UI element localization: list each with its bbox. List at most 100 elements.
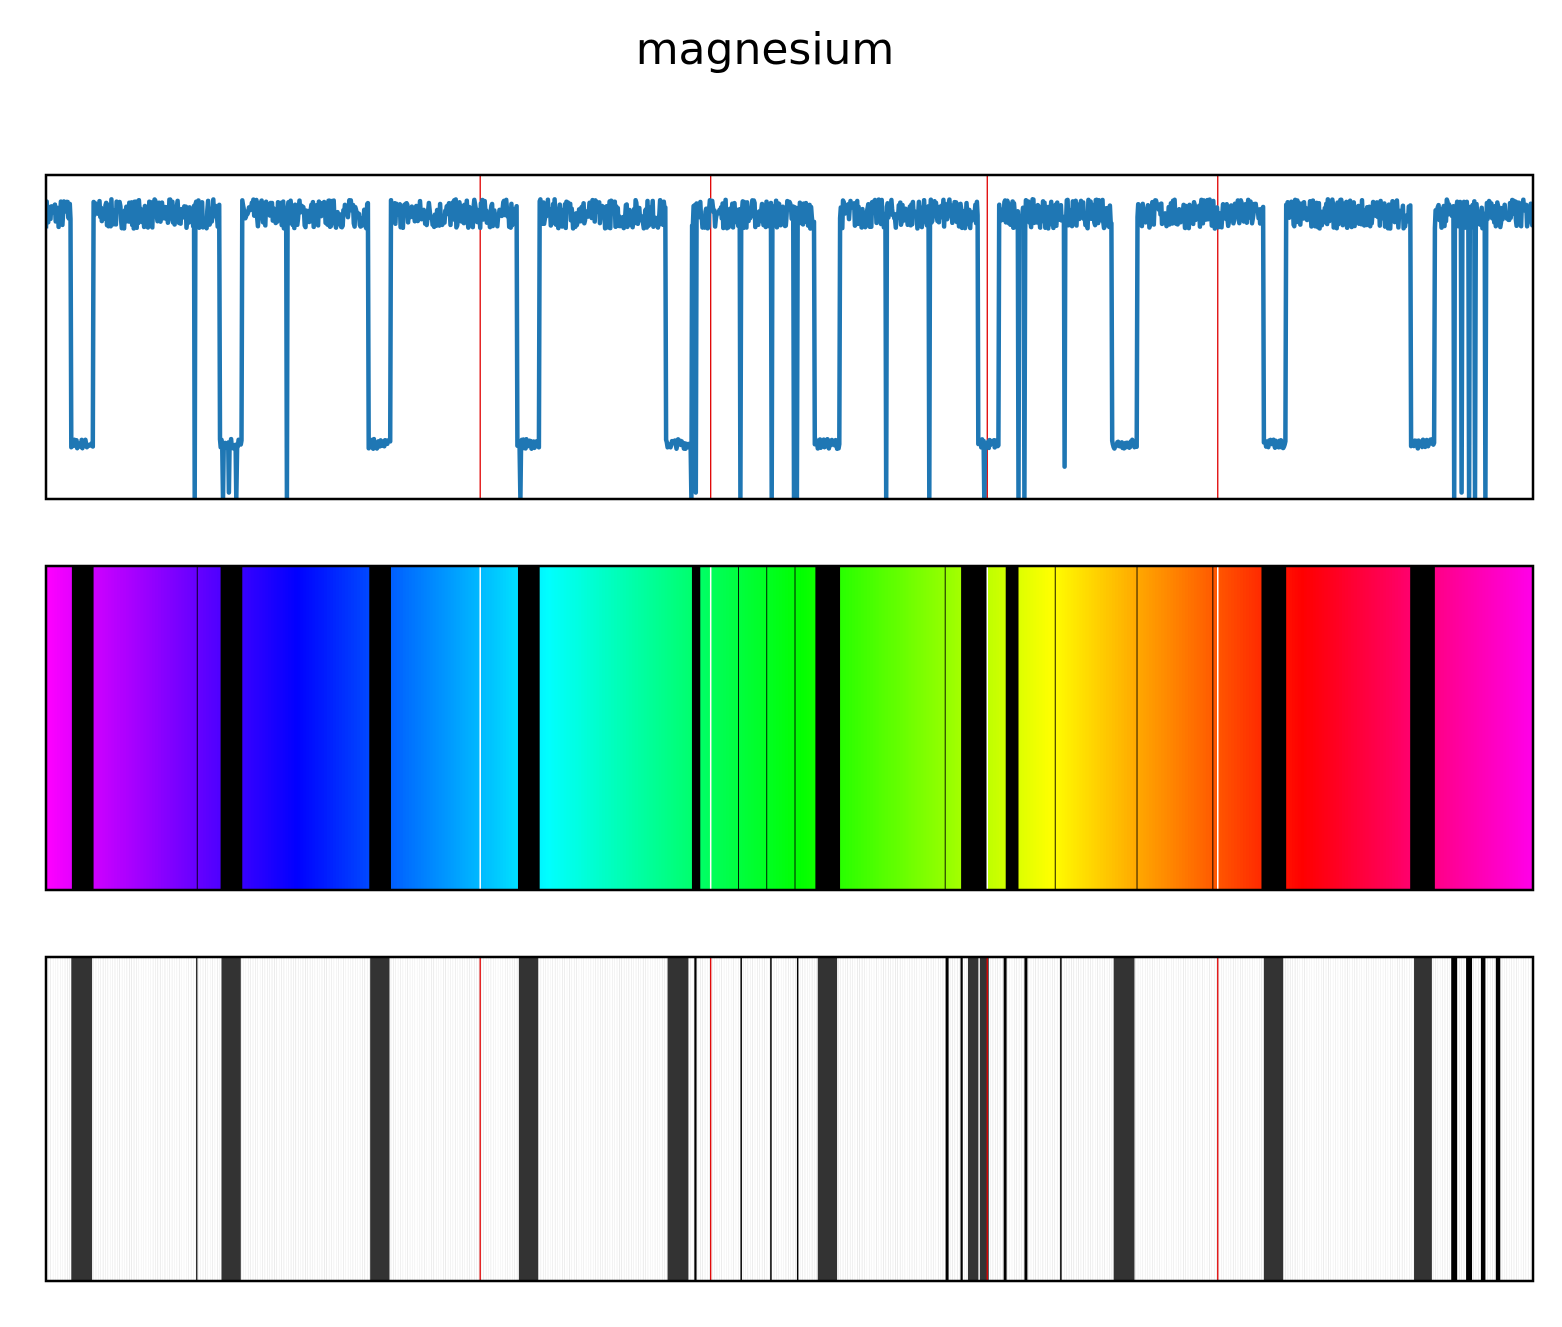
spectrum-slice <box>893 566 898 890</box>
spectrum-slice <box>782 566 786 890</box>
spectrum-slice <box>1318 566 1323 890</box>
spectrum-slice <box>1347 566 1352 890</box>
spectrum-slice <box>1196 566 1201 890</box>
spectrum-slice <box>253 566 258 890</box>
spectrum-slice <box>581 566 585 890</box>
spectrum-slice <box>1091 566 1095 890</box>
spectrum-slice <box>1356 566 1361 890</box>
spectrum-slice <box>1234 566 1238 890</box>
spectrum-slice <box>1055 566 1060 890</box>
spectrum-slice <box>54 566 58 890</box>
spectrum-slice <box>161 566 165 890</box>
spectrum-slice <box>1149 566 1153 890</box>
spectrum-slice <box>1362 566 1367 890</box>
spectrum-slice <box>996 566 1000 890</box>
spectrum-slice <box>338 566 343 890</box>
spectrum-slice <box>459 566 463 890</box>
spectrum-slice <box>193 566 197 890</box>
spectrum-slice <box>1155 566 1159 890</box>
spectrum-panel <box>44 564 1535 892</box>
spectrum-slice <box>128 566 133 890</box>
spectrum-slice <box>1130 566 1134 890</box>
event-line-9 <box>1024 957 1028 1281</box>
spectrum-slice <box>798 566 802 890</box>
spectrum-slice <box>181 566 186 890</box>
spectrum-slice <box>306 566 310 890</box>
spectrum-slice <box>560 566 565 890</box>
event-line-13 <box>1480 957 1486 1281</box>
spectrum-slice <box>872 566 877 890</box>
spectrum-slice <box>480 566 484 890</box>
event-line-5 <box>796 957 799 1281</box>
spectrum-slice <box>294 566 298 890</box>
spectrum-slice <box>500 566 504 890</box>
spectrum-slice <box>396 566 401 890</box>
spectrum-slice <box>453 566 458 890</box>
spectrum-slice <box>390 566 395 890</box>
spectrum-slice <box>1365 566 1370 890</box>
spectrum-slice <box>344 566 349 890</box>
spectrum-slice <box>318 566 322 890</box>
spectrum-slice <box>1515 566 1519 890</box>
spectrum-slice <box>628 566 633 890</box>
spectrum-slice <box>1190 566 1195 890</box>
spectrum-slice <box>435 566 440 890</box>
spectrum-slice <box>899 566 904 890</box>
spectrum-slice <box>1371 566 1375 890</box>
spectrum-slice <box>1309 566 1314 890</box>
spectrum-slice <box>869 566 874 890</box>
spectrum-slice <box>271 566 275 890</box>
spectrum-slice <box>1359 566 1364 890</box>
spectrum-slice <box>1488 566 1492 890</box>
spectrum-slice <box>1368 566 1372 890</box>
spectrum-slice <box>896 566 901 890</box>
spectrum-slice <box>846 566 850 890</box>
spectrum-slice <box>929 566 933 890</box>
spectrum-slice <box>551 566 556 890</box>
spectrum-slice <box>131 566 136 890</box>
spectrum-slice <box>297 566 301 890</box>
spectrum-slice <box>750 566 755 890</box>
spectrum-slice <box>806 566 810 890</box>
spectrum-slice <box>166 566 171 890</box>
spectrum-slice <box>268 566 272 890</box>
spectrum-slice <box>655 566 660 890</box>
spectrum-slice <box>1127 566 1131 890</box>
spectrum-slice <box>242 566 246 890</box>
spectrum-slice <box>423 566 428 890</box>
spectrum-slice <box>1339 566 1343 890</box>
spectrum-slice <box>119 566 124 890</box>
spectrum-slice <box>1344 566 1349 890</box>
signal-frame <box>44 173 1535 501</box>
spectrum-slice <box>688 566 692 890</box>
spectrum-segment-1 <box>46 566 72 890</box>
spectrum-slice <box>682 566 687 890</box>
spectrum-slice <box>954 566 959 890</box>
spectrum-slice <box>800 566 805 890</box>
spectrum-slice <box>938 566 942 890</box>
spectrum-slice <box>468 566 472 890</box>
spectrum-slice <box>414 566 419 890</box>
spectrum-slice <box>1094 566 1098 890</box>
spectrum-slice <box>1042 566 1046 890</box>
spectrum-slice <box>920 566 924 890</box>
spectrum-slice <box>584 566 588 890</box>
spectrum-slice <box>1133 566 1137 890</box>
spectrum-slice <box>731 566 736 890</box>
spectrum-slice <box>324 566 328 890</box>
spectrum-slice <box>1193 566 1198 890</box>
spectrum-slice <box>474 566 478 890</box>
spectrum-slice <box>711 566 716 890</box>
spectrum-slice <box>48 566 53 890</box>
spectrum-slice <box>497 566 501 890</box>
spectrum-slice <box>812 566 816 890</box>
spectrum-slice <box>605 566 609 890</box>
spectrum-slice <box>1088 566 1092 890</box>
events-frame <box>44 955 1535 1283</box>
spectrum-slice <box>359 566 364 890</box>
event-band-6 <box>817 957 838 1281</box>
spectrum-slice <box>770 566 774 890</box>
spectrum-slice <box>1225 566 1229 890</box>
spectrum-slice <box>1509 566 1513 890</box>
spectrum-slice <box>1045 566 1049 890</box>
